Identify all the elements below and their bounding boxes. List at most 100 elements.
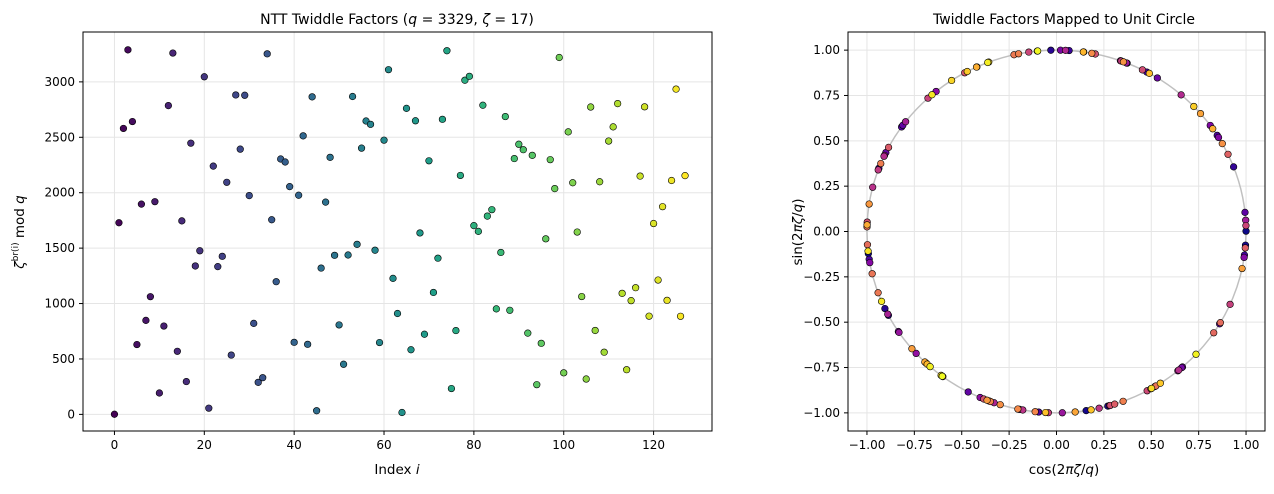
data-point [380, 136, 388, 144]
data-point [618, 289, 626, 297]
data-point [564, 128, 572, 136]
data-point [1153, 74, 1161, 82]
data-point [863, 221, 871, 229]
data-point [322, 198, 330, 206]
data-point [947, 76, 956, 85]
data-point [295, 191, 303, 199]
data-point [452, 326, 460, 335]
y-tick-label: −0.75 [803, 361, 840, 375]
data-point [676, 312, 685, 320]
data-point [232, 91, 240, 99]
data-point [654, 276, 662, 284]
y-axis-label: sin(2πζ/q) [790, 198, 806, 265]
y-tick-label: −0.50 [803, 315, 840, 329]
data-point [591, 326, 599, 335]
data-point [663, 296, 671, 304]
data-point [1175, 366, 1183, 374]
data-point [1138, 66, 1147, 74]
data-point [209, 162, 217, 170]
data-point [524, 329, 532, 337]
data-point [928, 91, 936, 99]
data-point [178, 217, 186, 225]
data-point [447, 384, 456, 393]
data-point [1242, 222, 1250, 230]
data-point [187, 139, 195, 147]
data-point [1041, 408, 1050, 417]
data-point [497, 248, 505, 257]
y-tick-label: 1000 [44, 297, 75, 311]
tick-labels: −1.00 −0.75 −0.50 −0.25 0.00 0.25 0.50 0.75 1.00… [803, 43, 1259, 452]
data-point [605, 137, 613, 145]
y-tick-label: −0.25 [803, 270, 840, 284]
data-point [880, 152, 888, 160]
data-point [479, 101, 487, 109]
x-tick-label: 80 [466, 438, 481, 452]
y-tick-label: 0.25 [813, 179, 840, 193]
data-point [227, 351, 235, 359]
data-point [299, 132, 307, 140]
data-point [425, 157, 433, 165]
data-point [214, 263, 222, 271]
data-point [672, 85, 680, 93]
y-tick-label: −1.00 [803, 406, 840, 420]
data-point [169, 49, 177, 57]
data-point [1241, 208, 1249, 216]
x-tick-label: 1.00 [1233, 438, 1260, 452]
data-point [895, 328, 903, 336]
data-point [173, 347, 181, 355]
data-point [429, 288, 438, 297]
data-point [326, 153, 334, 161]
data-point [519, 146, 527, 154]
chart-title: Twiddle Factors Mapped to Unit Circle [932, 12, 1195, 28]
data-point [1088, 49, 1096, 57]
plot-frame [82, 31, 713, 432]
data-point [627, 297, 635, 305]
data-point [515, 140, 523, 148]
data-point [393, 309, 402, 318]
x-tick-label: 120 [642, 438, 665, 452]
data-point [1061, 46, 1070, 54]
data-point [1079, 48, 1087, 56]
data-point [636, 172, 644, 180]
data-point [250, 319, 258, 327]
data-point [649, 219, 658, 228]
x-tick-label: 0.25 [1091, 438, 1118, 452]
data-point [623, 366, 631, 374]
data-point [366, 120, 375, 128]
data-point [573, 228, 581, 236]
data-point [1214, 133, 1223, 142]
data-point [272, 278, 280, 286]
data-point [128, 117, 137, 126]
data-point [546, 156, 554, 164]
data-point [389, 274, 397, 282]
y-tick-label: 0.00 [813, 225, 840, 239]
data-point [290, 338, 298, 346]
data-point [600, 348, 608, 356]
data-point [160, 322, 168, 330]
data-point [963, 67, 971, 76]
data-point [869, 183, 877, 191]
data-point [1209, 125, 1217, 133]
data-point [124, 46, 132, 54]
data-point [877, 159, 885, 168]
data-point [483, 212, 491, 220]
data-point [461, 76, 469, 84]
data-point [667, 176, 676, 185]
x-tick-label: −0.75 [896, 438, 933, 452]
y-tick-label: 2500 [44, 130, 75, 144]
y-axis-label: ζbr(i) mod q [11, 195, 28, 270]
data-point [587, 103, 595, 111]
data-point [142, 316, 150, 324]
data-point [537, 339, 545, 347]
data-point [506, 306, 514, 314]
data-point [245, 191, 253, 200]
data-points [110, 46, 689, 418]
data-point [609, 123, 617, 131]
x-tick-label: −0.50 [943, 438, 980, 452]
data-point [578, 292, 586, 301]
data-point [863, 241, 872, 249]
data-point [357, 144, 366, 152]
data-point [1156, 379, 1164, 387]
data-point [456, 171, 465, 180]
